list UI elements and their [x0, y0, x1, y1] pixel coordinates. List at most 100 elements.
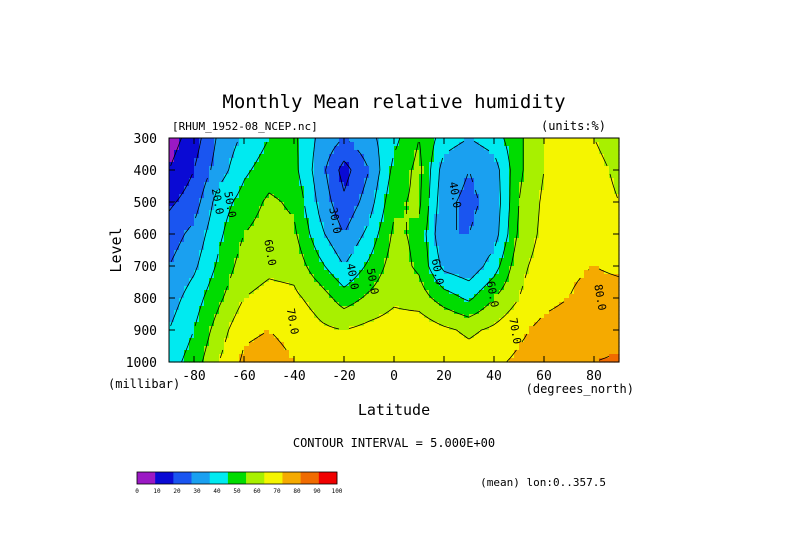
heatmap-cell — [414, 190, 420, 195]
heatmap-cell — [249, 334, 255, 339]
heatmap-cell — [569, 302, 575, 307]
heatmap-cell — [364, 218, 370, 223]
heatmap-cell — [474, 138, 480, 143]
heatmap-cell — [444, 162, 450, 167]
heatmap-cell — [354, 310, 360, 315]
heatmap-cell — [449, 286, 455, 291]
heatmap-cell — [424, 338, 430, 343]
heatmap-cell — [324, 202, 330, 207]
heatmap-cell — [199, 182, 205, 187]
heatmap-cell — [499, 190, 505, 195]
heatmap-cell — [294, 266, 300, 271]
heatmap-cell — [444, 298, 450, 303]
heatmap-cell — [354, 342, 360, 347]
heatmap-cell — [294, 334, 300, 339]
heatmap-cell — [504, 202, 510, 207]
heatmap-cell — [179, 354, 185, 359]
heatmap-cell — [224, 306, 230, 311]
heatmap-cell — [464, 354, 470, 359]
heatmap-cell — [469, 234, 475, 239]
heatmap-cell — [394, 250, 400, 255]
heatmap-cell — [559, 214, 565, 219]
heatmap-cell — [469, 314, 475, 319]
heatmap-cell — [614, 238, 620, 243]
heatmap-cell — [274, 138, 280, 143]
heatmap-cell — [399, 186, 405, 191]
heatmap-cell — [179, 218, 185, 223]
heatmap-cell — [209, 218, 215, 223]
heatmap-cell — [399, 278, 405, 283]
heatmap-cell — [364, 298, 370, 303]
heatmap-cell — [334, 262, 340, 267]
heatmap-cell — [394, 190, 400, 195]
heatmap-cell — [534, 322, 540, 327]
heatmap-cell — [539, 226, 545, 231]
heatmap-cell — [589, 258, 595, 263]
heatmap-cell — [399, 222, 405, 227]
heatmap-cell — [179, 266, 185, 271]
heatmap-cell — [214, 242, 220, 247]
heatmap-cell — [599, 302, 605, 307]
heatmap-cell — [384, 242, 390, 247]
heatmap-cell — [464, 146, 470, 151]
heatmap-cell — [489, 186, 495, 191]
heatmap-cell — [169, 238, 175, 243]
heatmap-cell — [374, 238, 380, 243]
heatmap-cell — [374, 174, 380, 179]
heatmap-cell — [544, 190, 550, 195]
heatmap-cell — [169, 262, 175, 267]
heatmap-cell — [404, 174, 410, 179]
heatmap-cell — [459, 322, 465, 327]
heatmap-cell — [259, 302, 265, 307]
heatmap-cell — [439, 322, 445, 327]
heatmap-cell — [519, 202, 525, 207]
heatmap-cell — [204, 246, 210, 251]
heatmap-cell — [509, 150, 515, 155]
heatmap-cell — [374, 302, 380, 307]
heatmap-cell — [529, 214, 535, 219]
heatmap-cell — [449, 270, 455, 275]
heatmap-cell — [479, 174, 485, 179]
heatmap-cell — [514, 262, 520, 267]
heatmap-cell — [314, 198, 320, 203]
heatmap-cell — [454, 354, 460, 359]
heatmap-cell — [434, 346, 440, 351]
heatmap-cell — [609, 210, 615, 215]
heatmap-cell — [399, 354, 405, 359]
heatmap-cell — [459, 178, 465, 183]
heatmap-cell — [449, 318, 455, 323]
heatmap-cell — [189, 150, 195, 155]
heatmap-cell — [259, 158, 265, 163]
heatmap-cell — [489, 146, 495, 151]
heatmap-cell — [469, 266, 475, 271]
heatmap-cell — [544, 170, 550, 175]
heatmap-cell — [519, 282, 525, 287]
heatmap-cell — [284, 158, 290, 163]
heatmap-cell — [379, 234, 385, 239]
heatmap-cell — [204, 298, 210, 303]
heatmap-cell — [269, 270, 275, 275]
heatmap-cell — [439, 166, 445, 171]
heatmap-cell — [449, 306, 455, 311]
heatmap-cell — [179, 322, 185, 327]
heatmap-cell — [229, 298, 235, 303]
heatmap-cell — [374, 194, 380, 199]
heatmap-cell — [239, 302, 245, 307]
heatmap-cell — [254, 222, 260, 227]
heatmap-cell — [309, 334, 315, 339]
heatmap-cell — [404, 162, 410, 167]
heatmap-cell — [549, 162, 555, 167]
heatmap-cell — [429, 162, 435, 167]
heatmap-cell — [174, 270, 180, 275]
heatmap-cell — [264, 258, 270, 263]
heatmap-cell — [229, 190, 235, 195]
heatmap-cell — [414, 162, 420, 167]
heatmap-cell — [249, 206, 255, 211]
heatmap-cell — [284, 138, 290, 143]
heatmap-cell — [459, 214, 465, 219]
heatmap-cell — [204, 326, 210, 331]
heatmap-cell — [249, 298, 255, 303]
heatmap-cell — [384, 142, 390, 147]
heatmap-cell — [554, 282, 560, 287]
heatmap-cell — [604, 218, 610, 223]
